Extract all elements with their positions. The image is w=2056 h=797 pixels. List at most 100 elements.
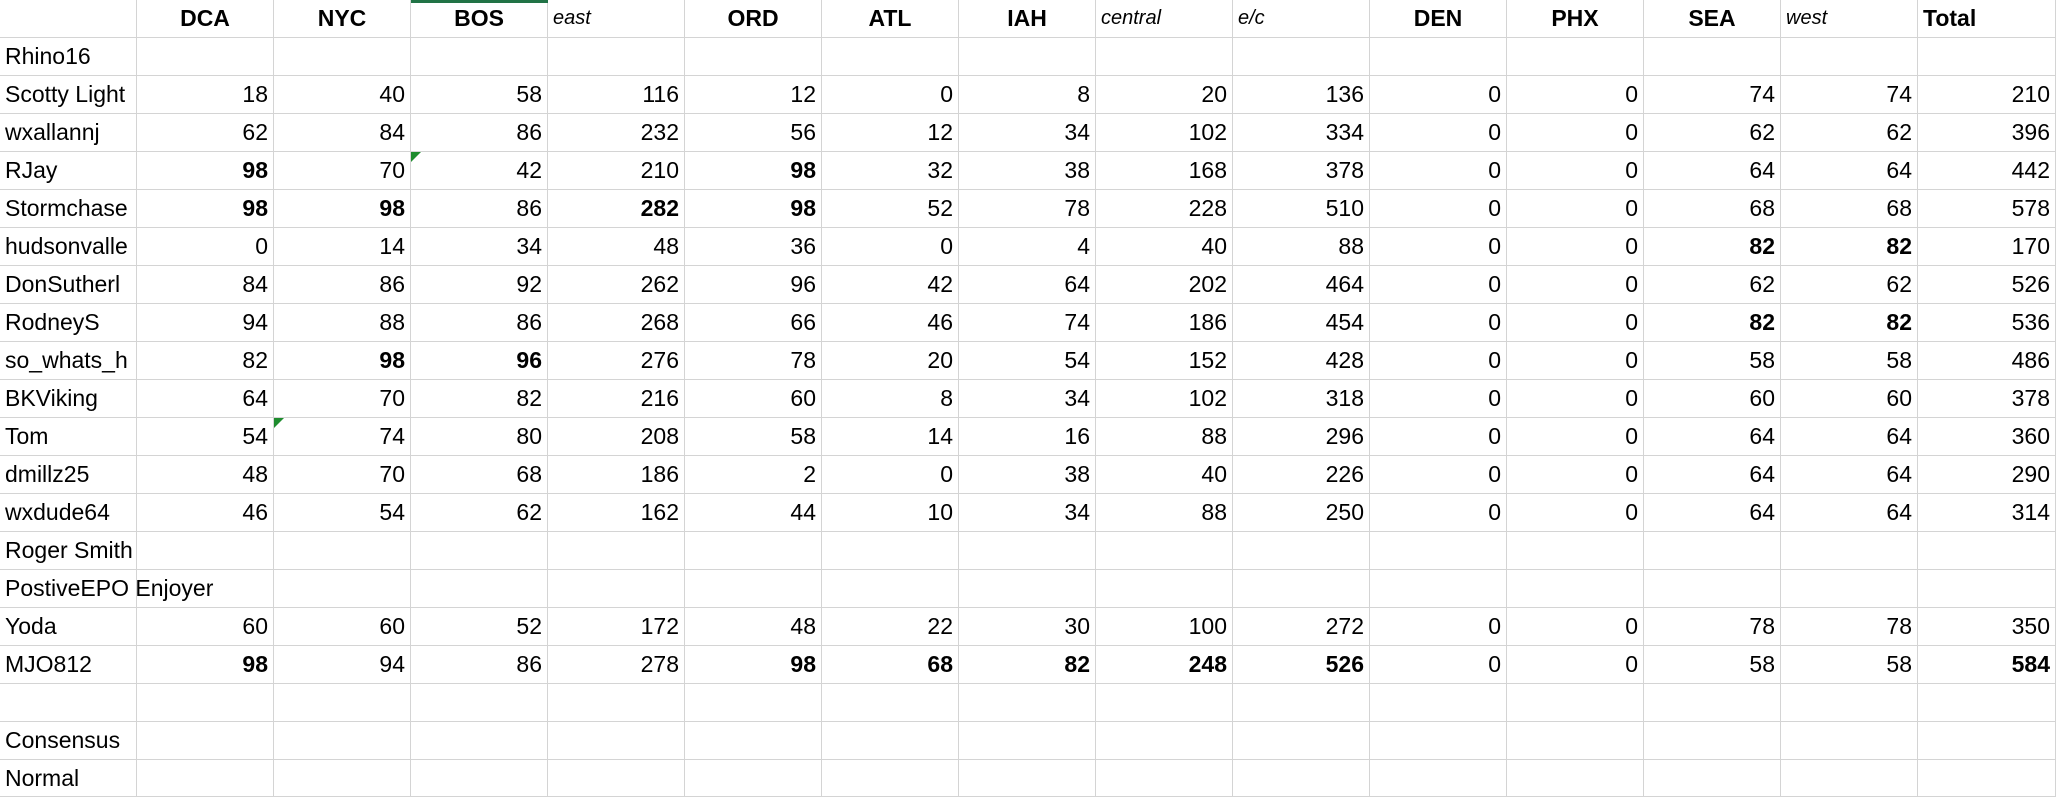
cell[interactable]: 98 (685, 152, 822, 190)
empty-cell[interactable] (1507, 38, 1644, 76)
empty-cell[interactable] (1233, 722, 1370, 760)
cell[interactable]: 80 (411, 418, 548, 456)
cell[interactable]: 102 (1096, 114, 1233, 152)
cell[interactable]: 0 (822, 76, 959, 114)
row-name[interactable]: DonSutherl (0, 266, 137, 304)
cell[interactable]: 48 (137, 456, 274, 494)
cell[interactable]: 62 (1781, 114, 1918, 152)
empty-cell[interactable] (137, 532, 274, 570)
empty-cell[interactable] (1781, 38, 1918, 76)
cell[interactable]: 14 (822, 418, 959, 456)
empty-cell[interactable] (1918, 570, 2056, 608)
cell[interactable]: 334 (1233, 114, 1370, 152)
empty-cell[interactable] (411, 38, 548, 76)
cell[interactable]: 64 (1644, 152, 1781, 190)
cell[interactable]: 172 (548, 608, 685, 646)
cell[interactable]: 66 (685, 304, 822, 342)
empty-cell[interactable] (137, 570, 274, 608)
cell[interactable]: 152 (1096, 342, 1233, 380)
empty-cell[interactable] (0, 0, 137, 38)
cell[interactable]: 584 (1918, 646, 2056, 684)
cell[interactable]: 64 (959, 266, 1096, 304)
cell[interactable]: 536 (1918, 304, 2056, 342)
cell[interactable]: 0 (1507, 266, 1644, 304)
empty-cell[interactable] (685, 570, 822, 608)
cell[interactable]: 40 (1096, 228, 1233, 266)
cell[interactable]: 20 (1096, 76, 1233, 114)
cell[interactable]: 64 (1781, 152, 1918, 190)
cell[interactable]: 68 (411, 456, 548, 494)
cell[interactable]: 82 (1644, 228, 1781, 266)
cell[interactable]: 0 (1507, 228, 1644, 266)
empty-cell[interactable] (411, 532, 548, 570)
cell[interactable]: 0 (1370, 76, 1507, 114)
cell[interactable]: 318 (1233, 380, 1370, 418)
cell[interactable]: 94 (274, 646, 411, 684)
cell[interactable]: 82 (959, 646, 1096, 684)
empty-cell[interactable] (137, 38, 274, 76)
empty-cell[interactable] (822, 760, 959, 797)
empty-cell[interactable] (1370, 684, 1507, 722)
cell[interactable]: 98 (274, 342, 411, 380)
cell[interactable]: 44 (685, 494, 822, 532)
cell[interactable]: 48 (548, 228, 685, 266)
empty-cell[interactable] (685, 38, 822, 76)
cell[interactable]: 278 (548, 646, 685, 684)
empty-cell[interactable] (1370, 760, 1507, 797)
cell[interactable]: 10 (822, 494, 959, 532)
cell[interactable]: 70 (274, 380, 411, 418)
cell[interactable]: 34 (959, 494, 1096, 532)
cell[interactable]: 64 (1781, 418, 1918, 456)
cell[interactable]: 168 (1096, 152, 1233, 190)
cell[interactable]: 0 (822, 228, 959, 266)
cell[interactable]: 282 (548, 190, 685, 228)
empty-cell[interactable] (822, 38, 959, 76)
empty-cell[interactable] (685, 532, 822, 570)
column-header[interactable]: e/c (1233, 0, 1370, 38)
cell[interactable]: 14 (274, 228, 411, 266)
cell[interactable]: 296 (1233, 418, 1370, 456)
cell[interactable]: 102 (1096, 380, 1233, 418)
empty-cell[interactable] (137, 722, 274, 760)
cell[interactable]: 378 (1233, 152, 1370, 190)
cell[interactable]: 68 (1781, 190, 1918, 228)
cell[interactable]: 510 (1233, 190, 1370, 228)
cell[interactable]: 58 (1644, 342, 1781, 380)
cell[interactable]: 56 (685, 114, 822, 152)
cell[interactable]: 136 (1233, 76, 1370, 114)
cell[interactable]: 0 (1507, 646, 1644, 684)
empty-cell[interactable] (1644, 684, 1781, 722)
cell[interactable]: 276 (548, 342, 685, 380)
cell[interactable]: 0 (1507, 608, 1644, 646)
cell[interactable]: 4 (959, 228, 1096, 266)
empty-cell[interactable] (548, 532, 685, 570)
empty-cell[interactable] (685, 760, 822, 797)
column-header[interactable]: central (1096, 0, 1233, 38)
empty-cell[interactable] (411, 722, 548, 760)
empty-cell[interactable] (1781, 684, 1918, 722)
cell[interactable]: 64 (1644, 418, 1781, 456)
empty-cell[interactable] (1918, 760, 2056, 797)
cell[interactable]: 52 (411, 608, 548, 646)
cell[interactable]: 8 (822, 380, 959, 418)
cell[interactable]: 98 (137, 152, 274, 190)
cell[interactable]: 86 (411, 304, 548, 342)
cell[interactable]: 20 (822, 342, 959, 380)
cell[interactable]: 0 (1507, 380, 1644, 418)
empty-cell[interactable] (685, 684, 822, 722)
cell[interactable]: 0 (1370, 418, 1507, 456)
cell[interactable]: 34 (411, 228, 548, 266)
cell[interactable]: 82 (1781, 228, 1918, 266)
cell[interactable]: 82 (1644, 304, 1781, 342)
empty-cell[interactable] (822, 722, 959, 760)
row-name[interactable]: PostiveEPO Enjoyer (0, 570, 213, 608)
cell[interactable]: 70 (274, 456, 411, 494)
empty-cell[interactable] (1781, 532, 1918, 570)
cell[interactable]: 0 (1370, 152, 1507, 190)
empty-cell[interactable] (274, 38, 411, 76)
cell[interactable]: 0 (1370, 114, 1507, 152)
empty-cell[interactable] (0, 684, 137, 722)
row-name[interactable]: Scotty Light (0, 76, 137, 114)
cell[interactable]: 60 (1781, 380, 1918, 418)
row-name[interactable]: RodneyS (0, 304, 137, 342)
